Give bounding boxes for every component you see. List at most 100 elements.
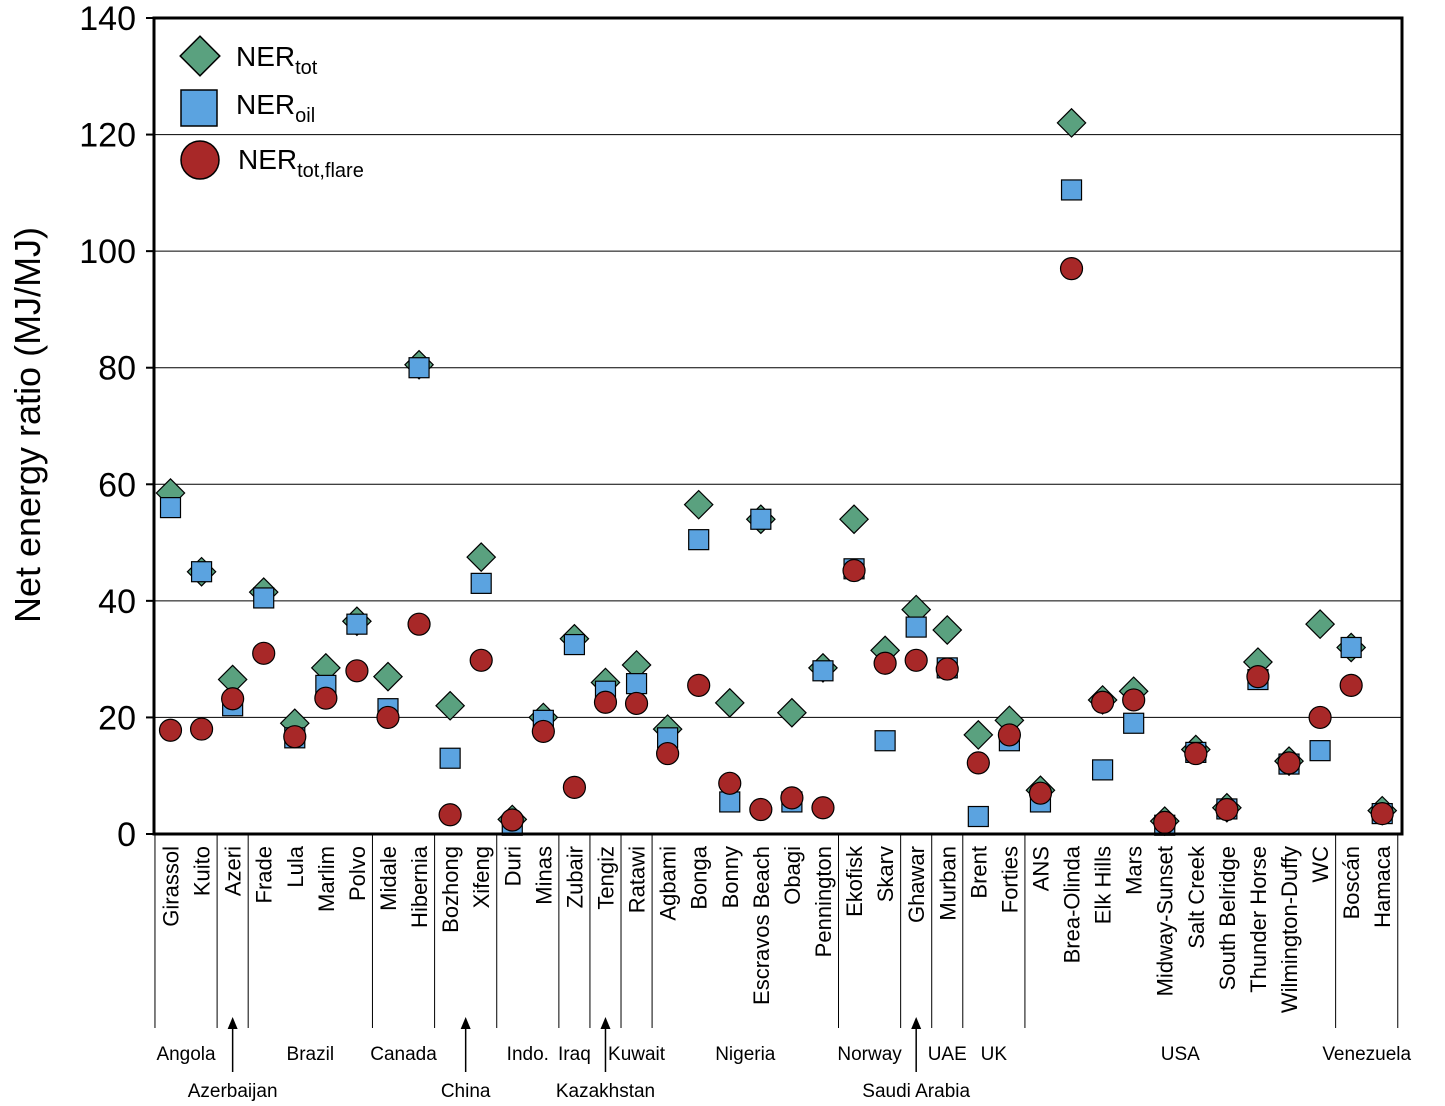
field-label: Marlim — [314, 846, 339, 912]
ner-tot-flare-point — [997, 723, 1021, 747]
field-label: Pennington — [811, 846, 836, 957]
ner-tot-flare-point — [1215, 797, 1239, 822]
ner-tot-flare-point — [531, 719, 555, 744]
y-tick-label: 60 — [98, 466, 136, 504]
ner-tot-flare-point — [562, 775, 587, 799]
ner-tot-flare-point — [314, 686, 338, 710]
field-label: Tengiz — [593, 846, 618, 910]
ner-tot-point — [714, 687, 745, 718]
ner-oil-point — [812, 660, 834, 682]
country-label: Brazil — [287, 1044, 335, 1065]
ner-tot-flare-point — [221, 687, 245, 711]
field-label: Thunder Horse — [1246, 846, 1271, 993]
ner-tot-flare-point — [500, 808, 524, 832]
field-label: Ratawi — [625, 846, 650, 913]
ner-tot-flare-point — [842, 558, 866, 583]
y-tick-label: 120 — [79, 117, 136, 155]
field-label: Bonny — [718, 846, 743, 908]
ner-tot-flare-point — [1122, 688, 1146, 712]
ner-oil-point — [346, 613, 368, 635]
ner-tot-point — [932, 615, 963, 645]
y-tick-label: 80 — [98, 350, 136, 388]
field-label: Zubair — [562, 846, 587, 908]
ner-tot-point — [683, 489, 714, 520]
field-label: Ekofisk — [842, 845, 867, 917]
ner-tot-flare-point — [966, 751, 990, 775]
legend: NERtot NERoil NERtot,flare — [179, 35, 364, 182]
legend-circle-marker — [180, 140, 220, 180]
group-arrowhead — [600, 1017, 611, 1029]
ner-tot-flare-point — [873, 651, 897, 675]
ner-oil-point — [967, 805, 989, 828]
field-label: Midway-Sunset — [1153, 846, 1178, 996]
x-axis-field-labels: Girassol Kuito Azeri Frade Lula Marlim Polvo Mi… — [159, 845, 1396, 1013]
field-label: Minas — [531, 846, 556, 905]
field-label: Bonga — [687, 845, 712, 909]
country-label: Azerbaijan — [188, 1081, 278, 1102]
field-label: Escravos Beach — [749, 846, 774, 1005]
ner-oil-point — [719, 791, 741, 813]
field-label: Frade — [252, 846, 277, 903]
ner-tot-flare-point — [593, 690, 618, 714]
ner-tot-flare-point — [189, 717, 214, 741]
y-tick-label: 0 — [117, 816, 136, 854]
y-axis-title: Net energy ratio (MJ/MJ) — [7, 227, 48, 623]
group-arrowhead — [227, 1017, 238, 1029]
ner-tot-point — [839, 504, 870, 535]
ner-tot-flare-point — [252, 641, 276, 665]
field-label: Elk Hills — [1091, 846, 1116, 924]
field-label: Forties — [997, 846, 1022, 913]
plot-frame — [152, 16, 1404, 836]
field-label: Mars — [1122, 846, 1147, 895]
ner-tot-flare-point — [1370, 801, 1394, 826]
country-label: Kuwait — [608, 1044, 666, 1065]
ner-oil-point — [408, 357, 430, 379]
ner-oil-point — [874, 730, 896, 752]
ner-oil-point — [905, 616, 927, 638]
ner-tot-flare-point — [1184, 741, 1208, 766]
y-tick-label: 100 — [79, 233, 136, 271]
ner-tot-flare-point — [407, 612, 431, 636]
country-label: China — [441, 1081, 491, 1102]
field-label: Azeri — [221, 846, 246, 896]
ner-oil-point — [470, 572, 492, 594]
legend-label-ner-oil: NERoil — [236, 89, 315, 127]
field-label: South Belridge — [1215, 846, 1240, 990]
field-label: Obagi — [780, 846, 805, 905]
ner-tot-point — [435, 690, 466, 721]
ner-tot-point — [1305, 609, 1336, 640]
y-axis-ticks: 0 20 40 60 80 100 120 140 — [79, 0, 154, 854]
gridlines — [154, 134, 1402, 718]
ner-tot-point — [217, 664, 248, 695]
y-tick-label: 40 — [98, 583, 136, 621]
ner-tot-point — [621, 649, 652, 680]
field-label: Lula — [283, 845, 308, 887]
ner-tot-flare-point — [1246, 665, 1270, 689]
ner-tot-flare-point — [624, 691, 649, 716]
country-label: Norway — [837, 1044, 902, 1065]
field-label: Kuito — [190, 846, 215, 896]
ner-tot-flare-point — [904, 648, 928, 672]
ner-oil-point — [625, 673, 648, 695]
country-label: Saudi Arabia — [862, 1081, 970, 1102]
y-tick-label: 140 — [79, 0, 136, 38]
field-label: Bozhong — [438, 846, 463, 933]
country-label: Indo. — [507, 1044, 549, 1065]
ner-tot-flare-point — [1059, 257, 1084, 281]
field-label: Brea-Olinda — [1060, 845, 1085, 963]
ner-tot-flare-point — [345, 659, 369, 683]
ner-oil-point — [1309, 740, 1331, 762]
field-label: Skarv — [873, 846, 898, 902]
ner-oil-point — [1060, 179, 1083, 201]
ner-tot-flare-point — [283, 725, 307, 749]
ner-tot-flare-point — [780, 786, 804, 810]
y-tick-label: 20 — [98, 699, 136, 737]
country-label: Venezuela — [1322, 1044, 1411, 1065]
ner-tot-point — [963, 719, 994, 750]
field-label: Ghawar — [904, 846, 929, 923]
ner-oil-point — [688, 529, 710, 551]
ner-tot-flare-point — [1277, 751, 1301, 775]
ner-tot-flare-point — [718, 771, 742, 795]
field-label: Polvo — [345, 846, 370, 901]
